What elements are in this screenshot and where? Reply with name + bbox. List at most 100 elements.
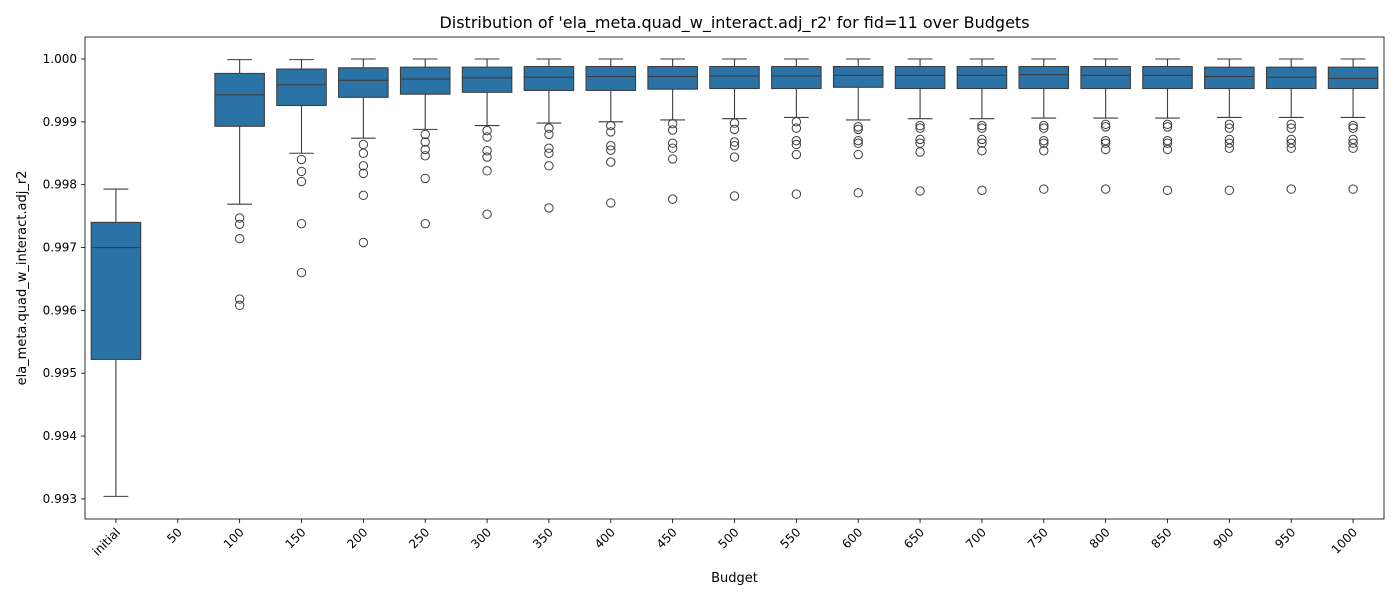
x-axis-label: Budget <box>711 571 758 586</box>
outlier-point <box>606 145 616 155</box>
outlier-point <box>977 185 987 196</box>
outlier-point <box>667 194 678 204</box>
outlier-point <box>482 146 492 156</box>
outlier-point <box>915 120 925 131</box>
x-tick-label: 950 <box>1272 525 1298 551</box>
box-200 <box>338 58 389 248</box>
outlier-point <box>296 218 307 229</box>
box-850 <box>1142 58 1193 196</box>
outlier-point <box>482 152 492 162</box>
outlier-point <box>853 149 863 160</box>
box-900 <box>1204 58 1255 196</box>
outlier-point <box>1348 143 1358 153</box>
box-100 <box>214 59 265 311</box>
outlier-point <box>1224 138 1235 148</box>
outlier-point <box>853 188 863 198</box>
outlier-point <box>791 139 802 150</box>
outlier-point <box>358 148 369 158</box>
x-tick-label: 750 <box>1025 525 1051 551</box>
box-150 <box>276 59 327 278</box>
outlier-point <box>358 190 369 201</box>
outlier-point <box>1286 138 1296 148</box>
outlier-point <box>544 148 554 158</box>
outlier-point <box>420 144 430 155</box>
box-series <box>90 58 1379 497</box>
outlier-point <box>1100 138 1111 148</box>
outlier-point <box>544 123 554 133</box>
outlier-point <box>420 173 430 184</box>
y-tick-label: 0.998 <box>43 178 77 192</box>
outlier-point <box>606 120 616 131</box>
outlier-point <box>1162 138 1173 148</box>
outlier-point <box>729 152 740 162</box>
outlier-point <box>606 141 616 151</box>
outlier-point <box>482 209 492 219</box>
outlier-point <box>234 219 245 229</box>
outlier-point <box>977 146 987 156</box>
outlier-point <box>606 157 616 167</box>
outlier-point <box>667 154 678 164</box>
outlier-point <box>853 122 863 132</box>
outlier-point <box>296 154 307 165</box>
x-tick-label: 850 <box>1149 525 1175 551</box>
x-tick-label: 450 <box>654 525 680 551</box>
outlier-point <box>358 237 369 248</box>
outlier-point <box>420 137 430 147</box>
outlier-point <box>1224 185 1235 196</box>
box-600 <box>832 58 884 198</box>
box-550 <box>771 58 822 199</box>
outlier-point <box>977 120 987 131</box>
y-tick-label: 0.995 <box>43 366 77 380</box>
x-tick-label: 150 <box>283 525 309 551</box>
box-500 <box>709 58 760 201</box>
outlier-point <box>1224 119 1235 130</box>
outlier-point <box>915 134 925 145</box>
outlier-point <box>358 139 369 150</box>
y-tick-label: 1.000 <box>43 52 77 66</box>
outlier-point <box>544 129 554 140</box>
outlier-point <box>1100 119 1111 130</box>
outlier-point <box>977 123 987 133</box>
box-iqr <box>1265 66 1317 90</box>
x-tick-label: 700 <box>963 525 989 551</box>
outlier-point <box>791 117 802 127</box>
outlier-point <box>1348 138 1358 148</box>
box-initial <box>90 188 142 497</box>
box-iqr <box>771 65 822 90</box>
outlier-point <box>1039 123 1049 133</box>
y-tick-label: 0.996 <box>43 303 77 317</box>
outlier-point <box>729 124 740 135</box>
outlier-point <box>606 127 616 137</box>
outlier-point <box>1039 146 1049 156</box>
x-tick-label: 200 <box>344 525 370 551</box>
outlier-point <box>977 138 987 148</box>
box-iqr <box>894 65 946 90</box>
outlier-point <box>544 203 554 213</box>
outlier-point <box>482 125 492 136</box>
box-400 <box>585 58 637 208</box>
outlier-point <box>606 198 616 208</box>
outlier-point <box>544 161 554 171</box>
x-tick-label: 600 <box>839 525 865 551</box>
box-650 <box>894 58 946 196</box>
box-350 <box>523 58 575 213</box>
outlier-point <box>1100 122 1111 132</box>
outlier-point <box>791 135 802 146</box>
outlier-point <box>482 132 492 142</box>
outlier-point <box>358 161 369 171</box>
x-tick-label: 800 <box>1087 525 1113 551</box>
outlier-point <box>1286 119 1296 130</box>
outlier-point <box>296 166 307 177</box>
x-tick-label: 1000 <box>1329 525 1360 556</box>
x-tick-label: 100 <box>221 525 247 551</box>
outlier-point <box>296 267 307 278</box>
chart-title: Distribution of 'ela_meta.quad_w_interac… <box>439 13 1029 33</box>
outlier-point <box>853 138 863 148</box>
box-750 <box>1018 58 1070 194</box>
outlier-point <box>1162 122 1173 132</box>
x-tick-label: 400 <box>592 525 618 551</box>
outlier-point <box>234 234 245 244</box>
outlier-point <box>1162 144 1173 155</box>
outlier-point <box>1348 184 1358 194</box>
